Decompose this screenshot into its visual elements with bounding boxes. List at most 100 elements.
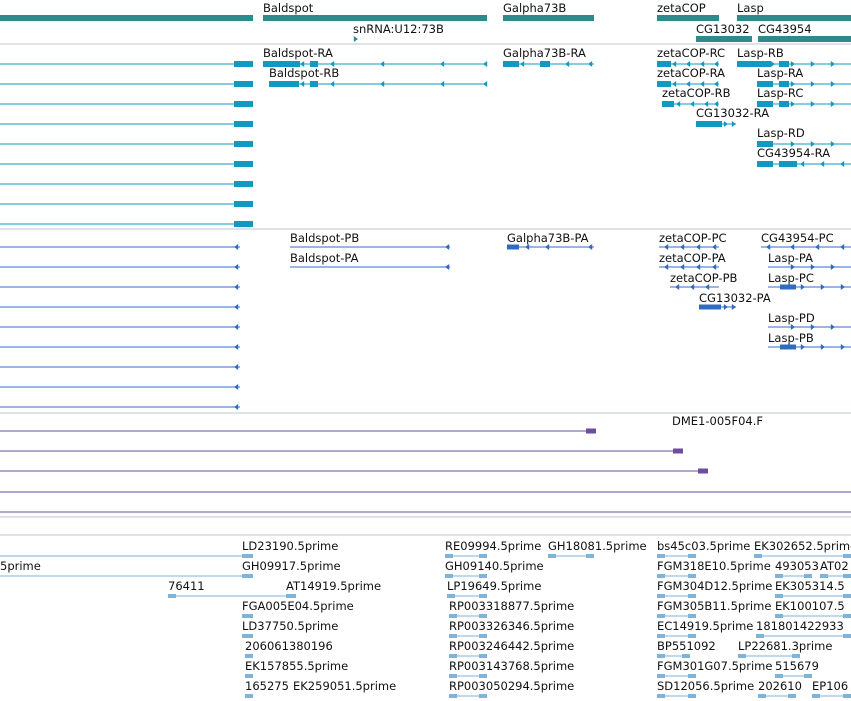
protein-row-truncated-5[interactable] (0, 344, 240, 350)
exon-block (738, 654, 746, 658)
est-lp19649-5prime[interactable]: LP19649.5prime (447, 579, 541, 598)
est-ec14919-5prime[interactable]: EC14919.5prime (657, 619, 753, 638)
est-ek157855-5prime[interactable]: EK157855.5prime (245, 659, 348, 678)
est-fga005e04-5prime[interactable]: FGA005E04.5prime (242, 599, 354, 618)
exon-block (234, 221, 253, 227)
est-181801422933[interactable]: 181801422933 (756, 619, 851, 638)
gene-feature-truncated[interactable] (0, 15, 253, 21)
est-at14919-5prime[interactable]: AT14919.5prime (286, 579, 381, 598)
transcript-zetacop-ra[interactable]: zetaCOP-RA (657, 66, 725, 87)
est-ek305314-5[interactable]: EK305314.5 (775, 579, 851, 598)
protein-cg43954-pc[interactable]: CG43954-PC (761, 231, 851, 250)
transcript-zetacop-rb[interactable]: zetaCOP-RB (662, 86, 731, 107)
est-sd12056-5prime[interactable]: SD12056.5prime (657, 679, 754, 698)
est-fgm304d12-5prime[interactable]: FGM304D12.5prime (657, 579, 772, 598)
protein-galpha73b-pa[interactable]: Galpha73B-PA (507, 231, 594, 250)
protein-lasp-pd[interactable]: Lasp-PD (768, 311, 851, 330)
protein-baldspot-pb[interactable]: Baldspot-PB (290, 231, 450, 250)
est-515679[interactable]: 515679 (775, 659, 819, 678)
gene-feature-lasp[interactable]: Lasp (737, 1, 851, 21)
est-206061380196[interactable]: 206061380196 (245, 639, 333, 658)
est-fgm305b11-5prime[interactable]: FGM305B11.5prime (657, 599, 771, 618)
exon-block (0, 15, 253, 21)
est-fgm301g07-5prime[interactable]: FGM301G07.5prime (657, 659, 772, 678)
transcript-lasp-rc[interactable]: Lasp-RC (757, 86, 851, 107)
est-rp003246442-5prime[interactable]: RP003246442.5prime (449, 639, 574, 658)
transcript-row-truncated-3[interactable] (0, 121, 253, 127)
transcript-baldspot-rb[interactable]: Baldspot-RB (269, 66, 488, 87)
est-contig-dme1[interactable]: DME1-005F04.F (672, 414, 763, 428)
est-5prime[interactable]: 5prime (0, 559, 41, 573)
est-gh09140-5prime[interactable]: GH09140.5prime (445, 559, 544, 578)
protein-row-truncated-4[interactable] (0, 324, 240, 330)
gene-feature-baldspot[interactable]: Baldspot (263, 1, 487, 21)
est-rp003050294-5prime[interactable]: RP003050294.5prime (449, 679, 574, 698)
strand-arrow (440, 61, 445, 67)
est-contig-row-0[interactable] (0, 428, 596, 434)
protein-row-truncated-2[interactable] (0, 284, 240, 290)
protein-zetacop-pb[interactable]: zetaCOP-PB (670, 271, 738, 290)
protein-row-truncated-7[interactable] (0, 384, 240, 390)
est-gh09917-5prime[interactable]: GH09917.5prime (242, 559, 341, 578)
est-76411[interactable]: 76411 (168, 579, 296, 598)
strand-arrow (545, 244, 550, 250)
protein-lasp-pa[interactable]: Lasp-PA (768, 251, 851, 270)
gene-feature-snrna[interactable]: snRNA:U12:73B (353, 22, 444, 42)
protein-row-truncated-0[interactable] (0, 244, 240, 250)
protein-baldspot-pa[interactable]: Baldspot-PA (290, 251, 450, 270)
est-re09994-5prime[interactable]: RE09994.5prime (445, 539, 541, 558)
est-ek100107-5[interactable]: EK100107.5 (775, 599, 851, 618)
transcript-row-truncated-2[interactable] (0, 101, 253, 107)
transcript-row-truncated-6[interactable] (0, 181, 253, 187)
est-202610[interactable]: 202610 (758, 679, 802, 698)
est-493053[interactable]: 493053 (775, 559, 819, 578)
protein-row-truncated-8[interactable] (0, 404, 240, 410)
transcript-baldspot-ra[interactable]: Baldspot-RA (263, 46, 488, 67)
protein-lasp-pc[interactable]: Lasp-PC (768, 271, 851, 290)
est-rp003143768-5prime[interactable]: RP003143768.5prime (449, 659, 574, 678)
est-ep106[interactable]: EP106 (812, 679, 851, 698)
est-contig-row-2[interactable] (0, 468, 708, 474)
transcript-row-truncated-7[interactable] (0, 201, 253, 207)
transcript-row-truncated-0[interactable] (0, 61, 253, 67)
protein-lasp-pb[interactable]: Lasp-PB (768, 331, 851, 350)
est-rp003318877-5prime[interactable]: RP003318877.5prime (449, 599, 574, 618)
transcript-zetacop-rc[interactable]: zetaCOP-RC (657, 46, 725, 67)
protein-row-truncated-1[interactable] (0, 264, 240, 270)
protein-row-truncated-6[interactable] (0, 364, 240, 370)
transcript-row-truncated-5[interactable] (0, 161, 253, 167)
protein-label: zetaCOP-PA (659, 251, 726, 265)
est-lp22681-3prime[interactable]: LP22681.3prime (738, 639, 832, 658)
transcript-row-truncated-1[interactable] (0, 81, 253, 87)
est-bp551092[interactable]: BP551092 (657, 639, 716, 658)
est-165275[interactable]: 165275 (245, 679, 289, 698)
est-ld37750-5prime[interactable]: LD37750.5prime (242, 619, 338, 638)
transcript-galpha73b-ra[interactable]: Galpha73B-RA (503, 46, 594, 67)
gene-feature-galpha73b[interactable]: Galpha73B (503, 1, 594, 21)
protein-zetacop-pc[interactable]: zetaCOP-PC (659, 231, 727, 250)
transcript-row-truncated-4[interactable] (0, 141, 253, 147)
est-fgm318e10-5prime[interactable]: FGM318E10.5prime (657, 559, 771, 578)
est-contig-row-1[interactable] (0, 448, 683, 454)
est-ek259051-5prime[interactable]: EK259051.5prime (293, 679, 396, 693)
est-ek302652-5prime[interactable]: EK302652.5prime (754, 539, 851, 558)
transcript-lasp-ra[interactable]: Lasp-RA (757, 66, 851, 87)
est-at02[interactable]: AT02 (820, 559, 851, 578)
est-rp003326346-5prime[interactable]: RP003326346.5prime (449, 619, 574, 638)
gene-feature-cg13032[interactable]: CG13032 (696, 22, 752, 42)
transcript-row-truncated-8[interactable] (0, 221, 253, 227)
gene-feature-cg43954[interactable]: CG43954 (758, 22, 851, 42)
est-gh18081-5prime[interactable]: GH18081.5prime (548, 539, 647, 558)
protein-cg13032-pa[interactable]: CG13032-PA (699, 291, 771, 310)
est-bs45c03-5prime[interactable]: bs45c03.5prime (657, 539, 750, 558)
gene-feature-zetacop[interactable]: zetaCOP (657, 1, 719, 21)
exon-block (688, 574, 696, 578)
transcript-cg13032-ra[interactable]: CG13032-RA (696, 106, 769, 127)
est-ld23190-5prime[interactable]: LD23190.5prime (242, 539, 338, 558)
protein-zetacop-pa[interactable]: zetaCOP-PA (659, 251, 726, 270)
protein-row-truncated-3[interactable] (0, 304, 240, 310)
transcript-cg43954-ra[interactable]: CG43954-RA (757, 146, 851, 167)
transcript-lasp-rd[interactable]: Lasp-RD (757, 126, 851, 147)
transcript-lasp-rb[interactable]: Lasp-RB (737, 46, 851, 67)
exon-block (479, 674, 487, 678)
